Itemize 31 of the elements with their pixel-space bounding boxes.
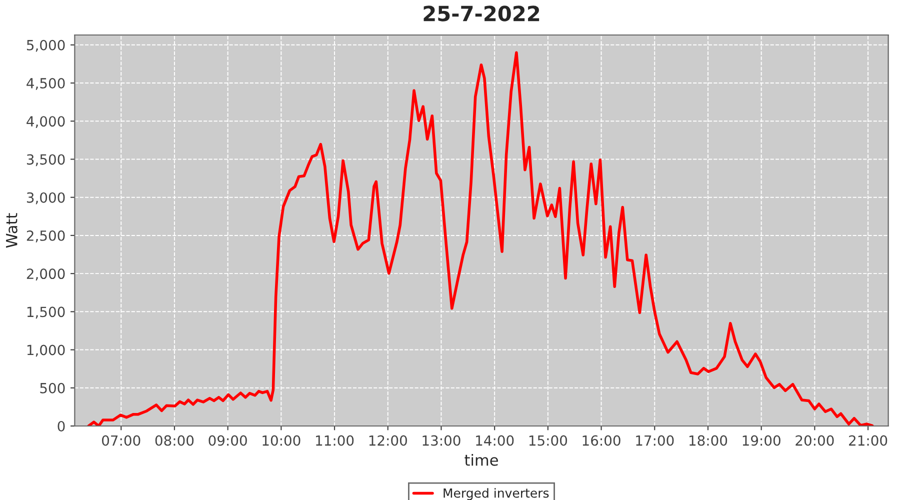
y-tick-label: 500 [40, 382, 65, 394]
x-tick-label: 21:00 [849, 435, 888, 446]
y-tick-label: 3,000 [26, 192, 65, 204]
x-tick-label: 16:00 [582, 435, 620, 446]
line-series [87, 51, 874, 426]
x-tick-label: 13:00 [422, 435, 460, 446]
x-tick-label: 19:00 [742, 435, 780, 446]
y-tick-label: 3,500 [26, 154, 65, 166]
y-tick-label: 4,000 [26, 116, 65, 128]
y-tick-label: 2,000 [26, 268, 65, 280]
x-tick-label: 17:00 [636, 435, 674, 446]
y-tick-label: 2,500 [26, 230, 65, 242]
x-tick-label: 12:00 [369, 435, 407, 446]
y-tick-label: 0 [58, 420, 65, 432]
x-tick-label: 08:00 [155, 435, 194, 446]
y-tick-label: 1,500 [27, 306, 65, 319]
x-tick-label: 10:00 [262, 435, 300, 446]
y-tick-label: 5,000 [26, 40, 65, 52]
x-tick-label: 18:00 [689, 435, 728, 446]
y-tick-label: 1,000 [27, 344, 65, 357]
y-tick-label: 4,500 [26, 78, 65, 90]
x-tick-label: 09:00 [208, 435, 247, 446]
x-tick-label: 15:00 [529, 435, 568, 446]
x-tick-label: 14:00 [476, 435, 514, 446]
chart-title: 25-7-2022 [424, 6, 540, 22]
x-tick-label: 07:00 [102, 435, 140, 446]
legend-label: Merged inverters [444, 488, 549, 500]
y-axis-title: Watt [6, 213, 18, 248]
x-axis-title: time [464, 454, 498, 466]
x-tick-label: 11:00 [316, 435, 354, 446]
x-tick-label: 20:00 [796, 435, 834, 446]
